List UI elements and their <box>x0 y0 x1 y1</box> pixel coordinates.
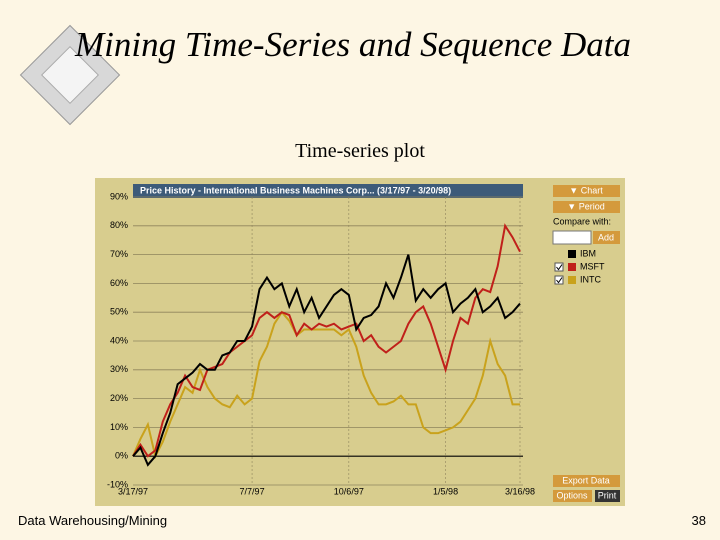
y-tick-label: 80% <box>110 220 128 230</box>
slide-subtitle: Time-series plot <box>295 140 425 162</box>
print-button-label[interactable]: Print <box>598 490 617 500</box>
y-tick-label: 90% <box>110 191 128 201</box>
series-line <box>132 310 520 460</box>
y-tick-label: 70% <box>110 249 128 259</box>
footer: Data Warehousing/Mining <box>18 513 168 528</box>
period-button-label[interactable]: ▼ Period <box>567 201 604 211</box>
compare-input[interactable] <box>552 230 592 245</box>
y-tick-label: -10% <box>107 479 128 489</box>
series-line <box>132 223 521 458</box>
options-button-label[interactable]: Options <box>556 490 588 500</box>
chart-button[interactable] <box>553 185 620 197</box>
legend-swatch <box>568 250 576 258</box>
page-number: 38 <box>691 513 706 528</box>
y-tick-label: 50% <box>110 307 128 317</box>
y-tick-label: 40% <box>110 335 128 345</box>
export-button-label[interactable]: Export Data <box>562 475 610 485</box>
slide-title: Mining Time-Series and Sequence Data <box>75 25 632 64</box>
legend-check <box>556 277 563 284</box>
y-tick-label: 20% <box>110 393 128 403</box>
x-tick-label: 7/7/97 <box>240 486 265 496</box>
legend-check <box>556 264 563 271</box>
legend-swatch <box>568 276 576 284</box>
export-button[interactable] <box>553 475 620 487</box>
legend-label: INTC <box>580 274 601 284</box>
legend-label: MSFT <box>580 261 605 271</box>
x-tick-label: 1/5/98 <box>433 486 458 496</box>
y-tick-label: 60% <box>110 278 128 288</box>
chart-title: Price History - International Business M… <box>140 185 451 195</box>
y-tick-label: 30% <box>110 364 128 374</box>
legend-label: IBM <box>580 248 596 258</box>
legend-checkbox <box>554 262 564 272</box>
y-tick-label: 0% <box>115 451 128 461</box>
period-button[interactable] <box>553 201 620 213</box>
y-tick-label: 10% <box>110 422 128 432</box>
x-tick-label: 3/16/98 <box>505 486 535 496</box>
add-button[interactable] <box>593 231 620 244</box>
x-tick-label: 3/17/97 <box>118 486 148 496</box>
chart-panel <box>95 178 625 506</box>
x-tick-label: 10/6/97 <box>334 486 364 496</box>
title-icon <box>19 24 121 126</box>
legend-swatch <box>568 263 576 271</box>
legend-checkbox <box>554 275 564 285</box>
chart-button-label[interactable]: ▼ Chart <box>569 185 603 195</box>
print-button[interactable] <box>595 490 620 502</box>
series-line <box>132 254 521 467</box>
add-button-label[interactable]: Add <box>598 232 614 242</box>
chart-header <box>133 184 523 198</box>
compare-label: Compare with: <box>553 216 611 226</box>
options-button[interactable] <box>553 490 592 502</box>
